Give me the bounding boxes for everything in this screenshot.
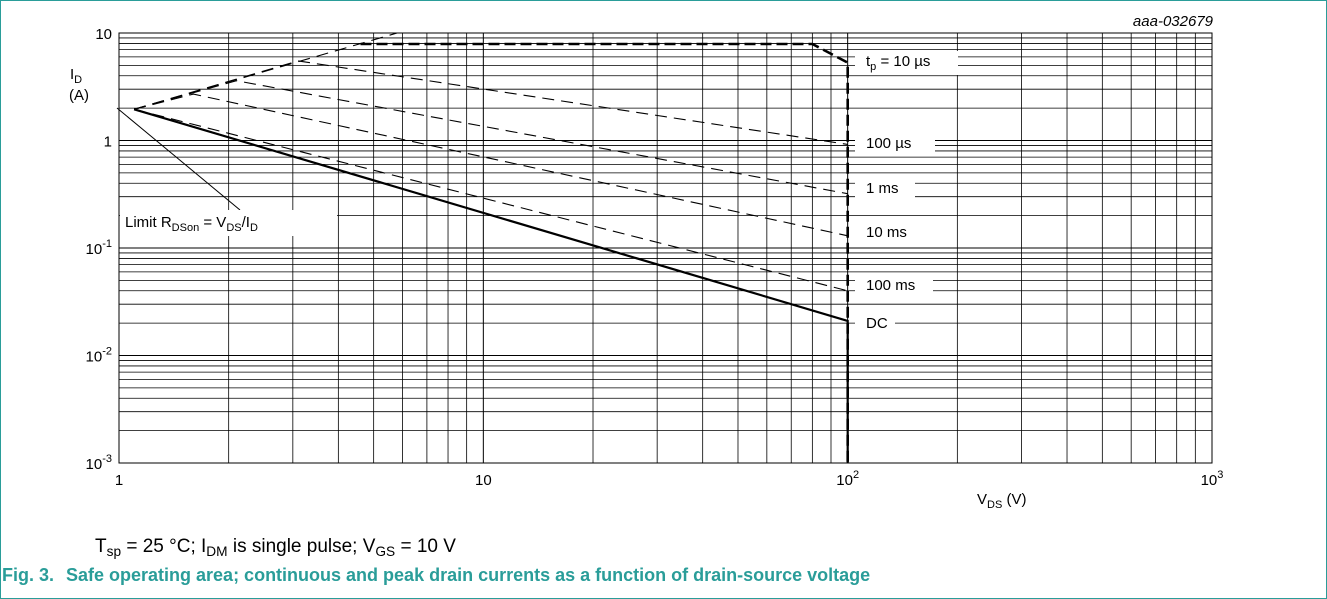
axis-ticks: 1 10 102 103 10 1 10-1 10-2 10-3 xyxy=(86,26,1224,489)
plot-border xyxy=(118,32,1213,464)
y-tick-label: 10-2 xyxy=(86,346,112,366)
ms1-label-bg xyxy=(855,178,915,198)
y-tick-label: 10-3 xyxy=(86,453,112,473)
rdson-leader-line xyxy=(116,107,241,211)
dc-label-bg xyxy=(855,313,895,333)
ms100-label-bg xyxy=(855,275,933,295)
ms10-label-bg xyxy=(855,221,925,241)
label-100ms: 100 ms xyxy=(866,277,915,294)
rdson-limit-label: Limit RDSon = VDS/ID xyxy=(125,214,258,234)
test-conditions-note: Tsp = 25 °C; IDM is single pulse; VGS = … xyxy=(95,536,456,559)
chart-id-label: aaa-032679 xyxy=(1133,13,1214,30)
figure-caption: Fig. 3. Safe operating area; continuous a… xyxy=(0,565,870,586)
rdson-label-bg xyxy=(120,210,337,236)
figure-number: Fig. 3. xyxy=(2,565,55,585)
label-dc: DC xyxy=(866,315,888,332)
label-10us: tp = 10 µs xyxy=(866,53,930,73)
leader-lines xyxy=(116,107,241,211)
x-tick-label: 103 xyxy=(1201,469,1224,489)
figure-title: Safe operating area; continuous and peak… xyxy=(66,565,871,585)
series-t-p-10-s xyxy=(360,42,850,463)
y-tick-label: 10-1 xyxy=(86,238,112,258)
series-100-s xyxy=(133,60,848,145)
y-tick-label: 10 xyxy=(95,26,112,43)
label-10ms: 10 ms xyxy=(866,224,907,241)
x-tick-label: 102 xyxy=(836,469,859,489)
y-axis-unit: (A) xyxy=(69,87,89,104)
series-100-ms xyxy=(133,108,848,292)
series-limit xyxy=(133,32,398,110)
y-tick-label: 1 xyxy=(104,134,112,151)
series-dc xyxy=(133,108,849,463)
chart-series xyxy=(133,32,850,463)
x-axis-label: VDS (V) xyxy=(977,491,1026,511)
y-axis-label: ID xyxy=(70,66,82,86)
x-tick-label: 1 xyxy=(115,472,123,489)
chart-grid xyxy=(118,32,1213,464)
label-1ms: 1 ms xyxy=(866,180,899,197)
x-tick-label: 10 xyxy=(475,472,492,489)
tp-label-bg xyxy=(855,51,958,75)
label-100us: 100 µs xyxy=(866,135,911,152)
series-1-ms xyxy=(133,80,848,195)
soa-chart: 1 10 102 103 10 1 10-1 10-2 10-3 aaa-032679 ID (… xyxy=(69,13,1224,511)
us100-label-bg xyxy=(855,132,935,152)
